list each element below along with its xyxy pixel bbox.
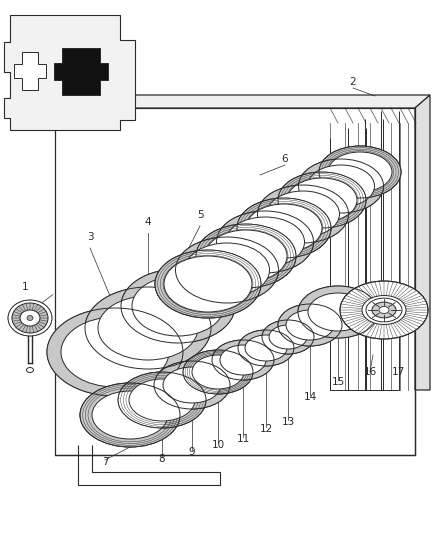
Ellipse shape bbox=[379, 306, 389, 313]
Ellipse shape bbox=[176, 237, 279, 303]
Ellipse shape bbox=[319, 146, 401, 198]
Ellipse shape bbox=[269, 325, 307, 349]
Ellipse shape bbox=[286, 310, 334, 340]
Ellipse shape bbox=[245, 335, 287, 361]
Ellipse shape bbox=[47, 308, 183, 396]
Ellipse shape bbox=[154, 361, 230, 409]
Text: 6: 6 bbox=[282, 154, 288, 164]
Ellipse shape bbox=[98, 296, 198, 360]
Ellipse shape bbox=[308, 293, 368, 331]
Ellipse shape bbox=[278, 304, 342, 346]
Ellipse shape bbox=[154, 361, 230, 409]
Ellipse shape bbox=[132, 276, 224, 336]
Ellipse shape bbox=[80, 383, 180, 447]
Ellipse shape bbox=[372, 302, 396, 318]
Ellipse shape bbox=[299, 159, 384, 213]
Ellipse shape bbox=[258, 185, 349, 243]
Polygon shape bbox=[4, 15, 135, 130]
Ellipse shape bbox=[298, 286, 378, 338]
Ellipse shape bbox=[196, 224, 296, 288]
Ellipse shape bbox=[121, 269, 235, 343]
Text: 1: 1 bbox=[22, 282, 28, 292]
Ellipse shape bbox=[287, 178, 357, 222]
Ellipse shape bbox=[366, 298, 402, 322]
Ellipse shape bbox=[220, 345, 266, 375]
Ellipse shape bbox=[176, 237, 279, 303]
Text: 14: 14 bbox=[304, 392, 317, 402]
Ellipse shape bbox=[118, 372, 206, 428]
Ellipse shape bbox=[85, 287, 211, 369]
Ellipse shape bbox=[85, 287, 211, 369]
Ellipse shape bbox=[262, 320, 314, 354]
Ellipse shape bbox=[212, 340, 274, 380]
Text: 2: 2 bbox=[350, 77, 356, 87]
Ellipse shape bbox=[8, 300, 52, 336]
Ellipse shape bbox=[237, 198, 331, 258]
Ellipse shape bbox=[278, 172, 366, 228]
Ellipse shape bbox=[298, 286, 378, 338]
Ellipse shape bbox=[262, 320, 314, 354]
Bar bbox=[55, 108, 415, 455]
Text: 3: 3 bbox=[87, 232, 93, 242]
Ellipse shape bbox=[183, 350, 253, 394]
Text: 7: 7 bbox=[102, 457, 108, 467]
Ellipse shape bbox=[299, 159, 384, 213]
Ellipse shape bbox=[258, 185, 349, 243]
Ellipse shape bbox=[183, 350, 253, 394]
Text: 12: 12 bbox=[259, 424, 272, 434]
Ellipse shape bbox=[266, 191, 339, 237]
Ellipse shape bbox=[216, 211, 314, 273]
Ellipse shape bbox=[80, 383, 180, 447]
Text: 17: 17 bbox=[392, 367, 405, 377]
Ellipse shape bbox=[164, 256, 252, 312]
Ellipse shape bbox=[238, 330, 294, 366]
Text: 10: 10 bbox=[212, 440, 225, 450]
Text: 13: 13 bbox=[281, 417, 295, 427]
Ellipse shape bbox=[155, 250, 261, 318]
Ellipse shape bbox=[192, 355, 244, 389]
Ellipse shape bbox=[184, 243, 269, 297]
Ellipse shape bbox=[92, 391, 168, 439]
Ellipse shape bbox=[212, 340, 274, 380]
Ellipse shape bbox=[307, 165, 374, 207]
Ellipse shape bbox=[47, 308, 183, 396]
Ellipse shape bbox=[118, 372, 206, 428]
Ellipse shape bbox=[155, 250, 261, 318]
Polygon shape bbox=[415, 95, 430, 390]
Ellipse shape bbox=[246, 204, 322, 252]
Ellipse shape bbox=[196, 224, 296, 288]
Ellipse shape bbox=[12, 303, 48, 333]
Ellipse shape bbox=[216, 211, 314, 273]
Polygon shape bbox=[55, 95, 430, 108]
Ellipse shape bbox=[278, 304, 342, 346]
Ellipse shape bbox=[238, 330, 294, 366]
Ellipse shape bbox=[226, 217, 304, 267]
Ellipse shape bbox=[20, 310, 40, 326]
Ellipse shape bbox=[328, 152, 392, 192]
Ellipse shape bbox=[205, 230, 287, 282]
Text: 5: 5 bbox=[197, 210, 203, 220]
Polygon shape bbox=[54, 48, 108, 95]
Ellipse shape bbox=[163, 367, 221, 403]
Ellipse shape bbox=[129, 379, 195, 421]
Text: 15: 15 bbox=[332, 377, 345, 387]
Text: 8: 8 bbox=[159, 454, 165, 464]
Ellipse shape bbox=[237, 198, 331, 258]
Text: 16: 16 bbox=[364, 367, 377, 377]
Ellipse shape bbox=[27, 316, 33, 320]
Ellipse shape bbox=[27, 367, 33, 373]
Text: 11: 11 bbox=[237, 434, 250, 444]
Ellipse shape bbox=[362, 295, 406, 325]
Ellipse shape bbox=[340, 281, 428, 339]
Ellipse shape bbox=[121, 269, 235, 343]
Ellipse shape bbox=[61, 317, 169, 387]
Text: 9: 9 bbox=[189, 447, 195, 457]
Text: 4: 4 bbox=[145, 217, 151, 227]
Ellipse shape bbox=[278, 172, 366, 228]
Ellipse shape bbox=[319, 146, 401, 198]
Polygon shape bbox=[14, 52, 46, 90]
